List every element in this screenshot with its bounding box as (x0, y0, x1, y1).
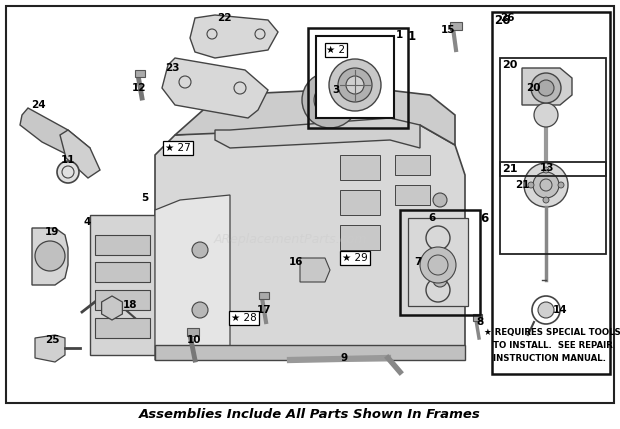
Circle shape (346, 76, 364, 94)
Text: 23: 23 (165, 63, 179, 73)
Bar (492, 12, 610, 374)
Text: 14: 14 (552, 305, 567, 315)
Text: 12: 12 (131, 83, 146, 93)
Bar (408, 218, 468, 306)
Text: 5: 5 (141, 193, 149, 203)
Circle shape (329, 59, 381, 111)
Circle shape (420, 247, 456, 283)
Text: 13: 13 (540, 163, 554, 173)
Text: Assemblies Include All Parts Shown In Frames: Assemblies Include All Parts Shown In Fr… (139, 408, 481, 422)
Circle shape (433, 193, 447, 207)
Polygon shape (102, 296, 122, 320)
Circle shape (524, 163, 568, 207)
Circle shape (192, 242, 208, 258)
Text: 10: 10 (187, 335, 202, 345)
Bar (340, 225, 380, 250)
Polygon shape (300, 258, 330, 282)
Bar (308, 28, 408, 128)
Text: 20: 20 (526, 83, 540, 93)
Polygon shape (35, 335, 65, 362)
Text: ★ 28: ★ 28 (231, 313, 257, 323)
Text: INSTRUCTION MANUAL.: INSTRUCTION MANUAL. (493, 354, 606, 363)
Polygon shape (32, 228, 68, 285)
Bar (340, 190, 380, 215)
Polygon shape (175, 88, 455, 145)
Text: TO INSTALL.  SEE REPAIR: TO INSTALL. SEE REPAIR (493, 341, 613, 350)
Text: 20: 20 (502, 60, 517, 70)
Text: 26: 26 (500, 13, 514, 23)
Circle shape (302, 72, 358, 128)
Bar (340, 155, 380, 180)
Bar (135, 70, 145, 77)
Circle shape (57, 161, 79, 183)
Text: AReplacementParts.com: AReplacementParts.com (213, 233, 366, 247)
Text: 18: 18 (123, 300, 137, 310)
Circle shape (534, 103, 558, 127)
Text: 19: 19 (45, 227, 59, 237)
Bar (316, 36, 394, 118)
Text: 7: 7 (414, 257, 422, 267)
Text: 21: 21 (515, 180, 529, 190)
Text: 15: 15 (441, 25, 455, 35)
Text: 1: 1 (408, 30, 416, 43)
Polygon shape (162, 58, 268, 118)
Circle shape (533, 172, 559, 198)
Text: ★ 27: ★ 27 (165, 143, 191, 153)
Bar (95, 235, 150, 255)
Bar (500, 162, 606, 254)
Circle shape (35, 241, 65, 271)
Circle shape (538, 80, 554, 96)
Text: 1: 1 (396, 30, 402, 40)
Bar (395, 185, 430, 205)
Circle shape (314, 84, 346, 116)
Circle shape (543, 167, 549, 173)
Circle shape (433, 273, 447, 287)
Polygon shape (215, 118, 420, 148)
Text: 9: 9 (340, 353, 348, 363)
Bar (395, 155, 430, 175)
Text: 6: 6 (428, 213, 436, 223)
Text: 3: 3 (332, 85, 340, 95)
Text: 17: 17 (257, 305, 272, 315)
Text: 24: 24 (30, 100, 45, 110)
Circle shape (338, 68, 372, 102)
Polygon shape (60, 130, 100, 178)
Circle shape (531, 73, 561, 103)
Polygon shape (155, 195, 230, 360)
Circle shape (192, 302, 208, 318)
Text: 11: 11 (61, 155, 75, 165)
Bar (187, 328, 199, 336)
Bar (450, 22, 462, 30)
Polygon shape (155, 125, 465, 355)
Circle shape (322, 92, 338, 108)
Bar (259, 292, 269, 299)
Text: ★ REQUIRES SPECIAL TOOLS: ★ REQUIRES SPECIAL TOOLS (484, 328, 620, 337)
Text: 8: 8 (476, 317, 484, 327)
Text: 16: 16 (289, 257, 303, 267)
Circle shape (543, 197, 549, 203)
Text: 21: 21 (502, 164, 518, 174)
Polygon shape (90, 215, 155, 355)
Circle shape (538, 302, 554, 318)
Text: 26: 26 (494, 14, 510, 27)
Bar (95, 318, 150, 338)
Bar (500, 58, 606, 176)
Bar (400, 210, 480, 315)
Circle shape (558, 182, 564, 188)
Bar (95, 262, 150, 282)
Bar (95, 290, 150, 310)
Bar (473, 314, 482, 321)
Text: 25: 25 (45, 335, 60, 345)
Text: 22: 22 (217, 13, 231, 23)
Text: 6: 6 (480, 212, 489, 225)
Text: ★ 2: ★ 2 (327, 45, 345, 55)
Polygon shape (522, 68, 572, 105)
Polygon shape (20, 108, 90, 162)
Polygon shape (190, 15, 278, 58)
Text: 4: 4 (83, 217, 91, 227)
Text: ★ 29: ★ 29 (342, 253, 368, 263)
Circle shape (528, 182, 534, 188)
Bar (155, 345, 465, 360)
